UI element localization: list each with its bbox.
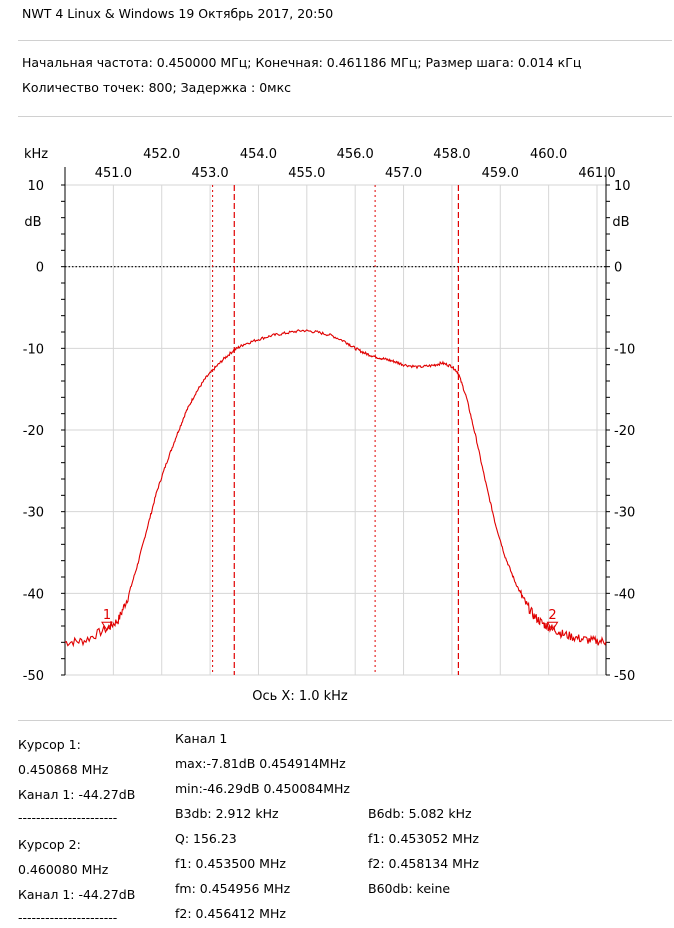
cursor2-frequency: 0.460080 MHz [18, 862, 109, 877]
x-tick-label-upper: 456.0 [337, 147, 374, 162]
cursor-marker-label: 1 [103, 608, 111, 623]
max-value: max:-7.81dB 0.454914MHz [175, 756, 346, 771]
cursor1-title: Курсор 1: [18, 737, 81, 752]
x-tick-label-lower: 453.0 [191, 166, 228, 181]
x-unit-label: kHz [24, 147, 48, 162]
frequency-response-chart: 452.0 454.0 456.0 458.0 460.0 451.0 453.0 455.0… [23, 147, 635, 704]
y-tick-label-right: -50 [614, 669, 635, 684]
x-tick-label-lower: 457.0 [385, 166, 422, 181]
divider [18, 40, 672, 41]
y-tick-label-right: 10 [614, 179, 631, 194]
q-factor: Q: 156.23 [175, 831, 237, 846]
x-tick-label-upper: 458.0 [433, 147, 470, 162]
y-tick-label-left: -50 [23, 669, 44, 684]
divider [18, 720, 672, 721]
cursor1-frequency: 0.450868 MHz [18, 762, 109, 777]
x-axis-label: Ось X: 1.0 kHz [252, 689, 348, 704]
cursor2-title: Курсор 2: [18, 837, 81, 852]
y-tick-label-left: -30 [23, 506, 44, 521]
cursor-marker-triangle [101, 621, 113, 632]
x-tick-label-lower: 451.0 [95, 166, 132, 181]
y-tick-label-right: -20 [614, 424, 635, 439]
y-tick-label-left: -10 [23, 342, 44, 357]
separator: ---------------------- [18, 810, 118, 825]
y-unit-label-right: dB [612, 215, 629, 230]
f1-6db: f1: 0.453052 MHz [368, 831, 479, 846]
x-tick-label-lower: 455.0 [288, 166, 325, 181]
y-tick-label-left: 10 [27, 179, 44, 194]
divider [18, 116, 672, 117]
b3db-bandwidth: B3db: 2.912 kHz [175, 806, 279, 821]
cursor-marker-label: 2 [548, 608, 556, 623]
y-tick-label-right: -40 [614, 587, 635, 602]
cursor-marker-triangle [546, 621, 559, 632]
cursor1-channel-level: Канал 1: -44.27dB [18, 787, 136, 802]
y-tick-label-left: 0 [36, 261, 44, 276]
y-tick-label-right: -10 [614, 342, 635, 357]
f1-3db: f1: 0.453500 MHz [175, 856, 286, 871]
sweep-points-delay: Количество точек: 800; Задержка : 0мкс [22, 80, 292, 95]
f2-6db: f2: 0.458134 MHz [368, 856, 479, 871]
f2-3db: f2: 0.456412 MHz [175, 906, 286, 921]
response-curve [64, 329, 607, 648]
center-frequency: fm: 0.454956 MHz [175, 881, 291, 896]
y-tick-label-right: -30 [614, 506, 635, 521]
y-tick-label-left: -20 [23, 424, 44, 439]
x-tick-label-upper: 454.0 [240, 147, 277, 162]
x-tick-label-upper: 460.0 [530, 147, 567, 162]
x-tick-label-lower: 461.0 [578, 166, 615, 181]
y-tick-label-left: -40 [23, 587, 44, 602]
x-tick-label-lower: 459.0 [482, 166, 519, 181]
b60db-bandwidth: B60db: keine [368, 881, 451, 896]
separator: ---------------------- [18, 910, 118, 925]
channel-title: Канал 1 [175, 731, 228, 746]
y-unit-label-left: dB [24, 215, 41, 230]
cursor2-channel-level: Канал 1: -44.27dB [18, 887, 136, 902]
y-tick-label-right: 0 [614, 261, 622, 276]
sweep-params: Начальная частота: 0.450000 МГц; Конечна… [22, 55, 582, 70]
x-tick-label-upper: 452.0 [143, 147, 180, 162]
min-value: min:-46.29dB 0.450084MHz [175, 781, 350, 796]
b6db-bandwidth: B6db: 5.082 kHz [368, 806, 472, 821]
window-title: NWT 4 Linux & Windows 19 Октябрь 2017, 2… [22, 6, 334, 21]
